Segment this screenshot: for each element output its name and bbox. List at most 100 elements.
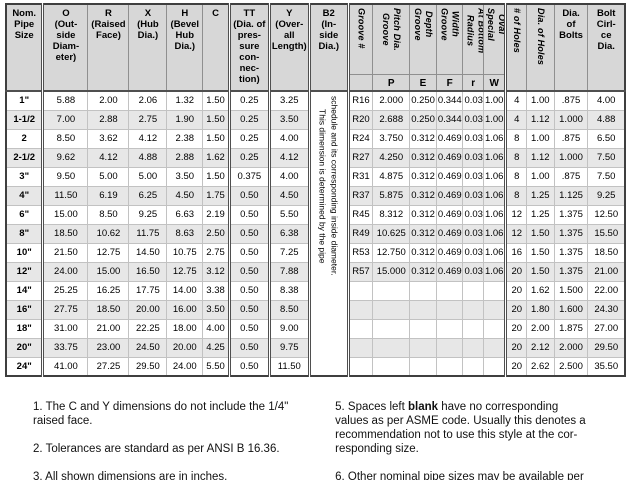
cell-E: 0.312 <box>409 204 437 225</box>
table-row: 3" 9.50 5.00 5.00 3.50 1.50 0.375 4.00 R31 4.875 0… <box>5 166 626 187</box>
cell-E: 0.250 <box>409 90 437 111</box>
cell-num_holes: 20 <box>504 337 527 358</box>
cell-H: 8.63 <box>166 223 204 244</box>
cell-size: 6" <box>5 204 44 225</box>
cell-dia_bolts: 1.375 <box>553 204 589 225</box>
cell-num_holes: 8 <box>504 185 527 206</box>
cell-W: 1.00 <box>482 90 507 111</box>
cell-groove_no: R53 <box>346 242 374 263</box>
cell-H: 6.63 <box>166 204 204 225</box>
cell-r <box>462 299 484 320</box>
cell-O: 9.50 <box>41 166 89 187</box>
cell-dia_holes: 1.80 <box>525 299 555 320</box>
cell-groove_no: R16 <box>346 90 374 111</box>
cell-C: 1.50 <box>202 166 230 187</box>
cell-F <box>435 356 464 377</box>
cell-F: 0.469 <box>435 147 464 168</box>
b2-note-cell: This dimension is determined by the pipe… <box>307 90 349 377</box>
cell-W: 1.06 <box>482 204 507 225</box>
col-header-inside-dia: B2 (In- side Dia.) <box>307 3 349 92</box>
cell-num_holes: 20 <box>504 261 527 282</box>
cell-R: 10.62 <box>87 223 130 244</box>
cell-C: 1.75 <box>202 185 230 206</box>
cell-E <box>409 356 437 377</box>
cell-E <box>409 318 437 339</box>
cell-W <box>482 299 507 320</box>
col-header-groove-pitch-dia: Groove Pitch Dia. <box>372 3 411 75</box>
cell-W: 1.06 <box>482 223 507 244</box>
cell-size: 3" <box>5 166 44 187</box>
cell-E: 0.312 <box>409 261 437 282</box>
cell-C: 3.50 <box>202 299 230 320</box>
header-row-sub: P E F r W <box>6 73 625 92</box>
cell-X: 20.00 <box>128 299 168 320</box>
table-row: 1" 5.88 2.00 2.06 1.32 1.50 0.25 3.25 This dimen… <box>5 90 626 377</box>
cell-H: 1.32 <box>166 90 204 111</box>
cell-P: 5.875 <box>372 185 411 206</box>
cell-O: 18.50 <box>41 223 89 244</box>
cell-groove_no: R31 <box>346 166 374 187</box>
cell-O: 41.00 <box>41 356 89 377</box>
cell-TT: 0.50 <box>227 185 270 206</box>
cell-r: 0.03 <box>462 185 484 206</box>
radius-at-bottom-label: Radius At Bottom <box>465 8 484 54</box>
cell-TT: 0.375 <box>227 166 270 187</box>
footnote-5-bold-word: blank <box>408 401 439 413</box>
cell-size: 18" <box>5 318 44 339</box>
cell-X: 17.75 <box>128 280 168 301</box>
cell-bolt_circle: 24.30 <box>587 299 626 320</box>
cell-X: 11.75 <box>128 223 168 244</box>
cell-C: 1.50 <box>202 128 230 149</box>
cell-dia_bolts: .875 <box>553 128 589 149</box>
cell-num_holes: 20 <box>504 280 527 301</box>
cell-dia_holes: 1.00 <box>525 128 555 149</box>
cell-dia_bolts: 2.000 <box>553 337 589 358</box>
cell-H: 20.00 <box>166 337 204 358</box>
cell-X: 2.06 <box>128 90 168 111</box>
cell-TT: 0.50 <box>227 299 270 320</box>
cell-P: 15.000 <box>372 261 411 282</box>
cell-O: 9.62 <box>41 147 89 168</box>
cell-O: 24.00 <box>41 261 89 282</box>
groove-width-label: Groove Width <box>439 8 461 41</box>
cell-r: 0.03 <box>462 261 484 282</box>
cell-W: 1.06 <box>482 128 507 149</box>
cell-dia_bolts: 1.000 <box>553 147 589 168</box>
cell-P: 4.875 <box>372 166 411 187</box>
cell-X: 4.88 <box>128 147 168 168</box>
cell-H: 2.88 <box>166 147 204 168</box>
subheader-p: P <box>372 73 411 92</box>
col-header-groove-width: Groove Width <box>435 3 464 75</box>
cell-F: 0.469 <box>435 128 464 149</box>
cell-bolt_circle: 6.50 <box>587 128 626 149</box>
cell-W <box>482 337 507 358</box>
cell-groove_no: R45 <box>346 204 374 225</box>
cell-bolt_circle: 18.50 <box>587 242 626 263</box>
subheader-groove-blank <box>346 73 374 92</box>
cell-bolt_circle: 29.50 <box>587 337 626 358</box>
cell-X: 22.25 <box>128 318 168 339</box>
col-header-special-oval: Special Oval <box>482 3 507 75</box>
table-row: 10" 21.50 12.75 14.50 10.75 2.75 0.50 7.25 R53 12… <box>5 242 626 263</box>
cell-dia_bolts: 1.125 <box>553 185 589 206</box>
cell-H: 4.50 <box>166 185 204 206</box>
cell-W: 1.06 <box>482 261 507 282</box>
cell-X: 5.00 <box>128 166 168 187</box>
cell-P <box>372 280 411 301</box>
cell-W <box>482 280 507 301</box>
cell-C: 1.50 <box>202 90 230 111</box>
cell-dia_holes: 1.12 <box>525 109 555 130</box>
cell-E: 0.250 <box>409 109 437 130</box>
cell-num_holes: 12 <box>504 223 527 244</box>
cell-bolt_circle: 4.00 <box>587 90 626 111</box>
cell-bolt_circle: 9.25 <box>587 185 626 206</box>
cell-dia_holes: 2.12 <box>525 337 555 358</box>
cell-P: 2.000 <box>372 90 411 111</box>
cell-X: 14.50 <box>128 242 168 263</box>
cell-F: 0.469 <box>435 204 464 225</box>
cell-P <box>372 318 411 339</box>
subheader-r: r <box>462 73 484 92</box>
groove-pitch-dia-label: Groove Pitch Dia. <box>381 8 403 52</box>
cell-Y: 7.88 <box>267 261 310 282</box>
cell-C: 5.50 <box>202 356 230 377</box>
